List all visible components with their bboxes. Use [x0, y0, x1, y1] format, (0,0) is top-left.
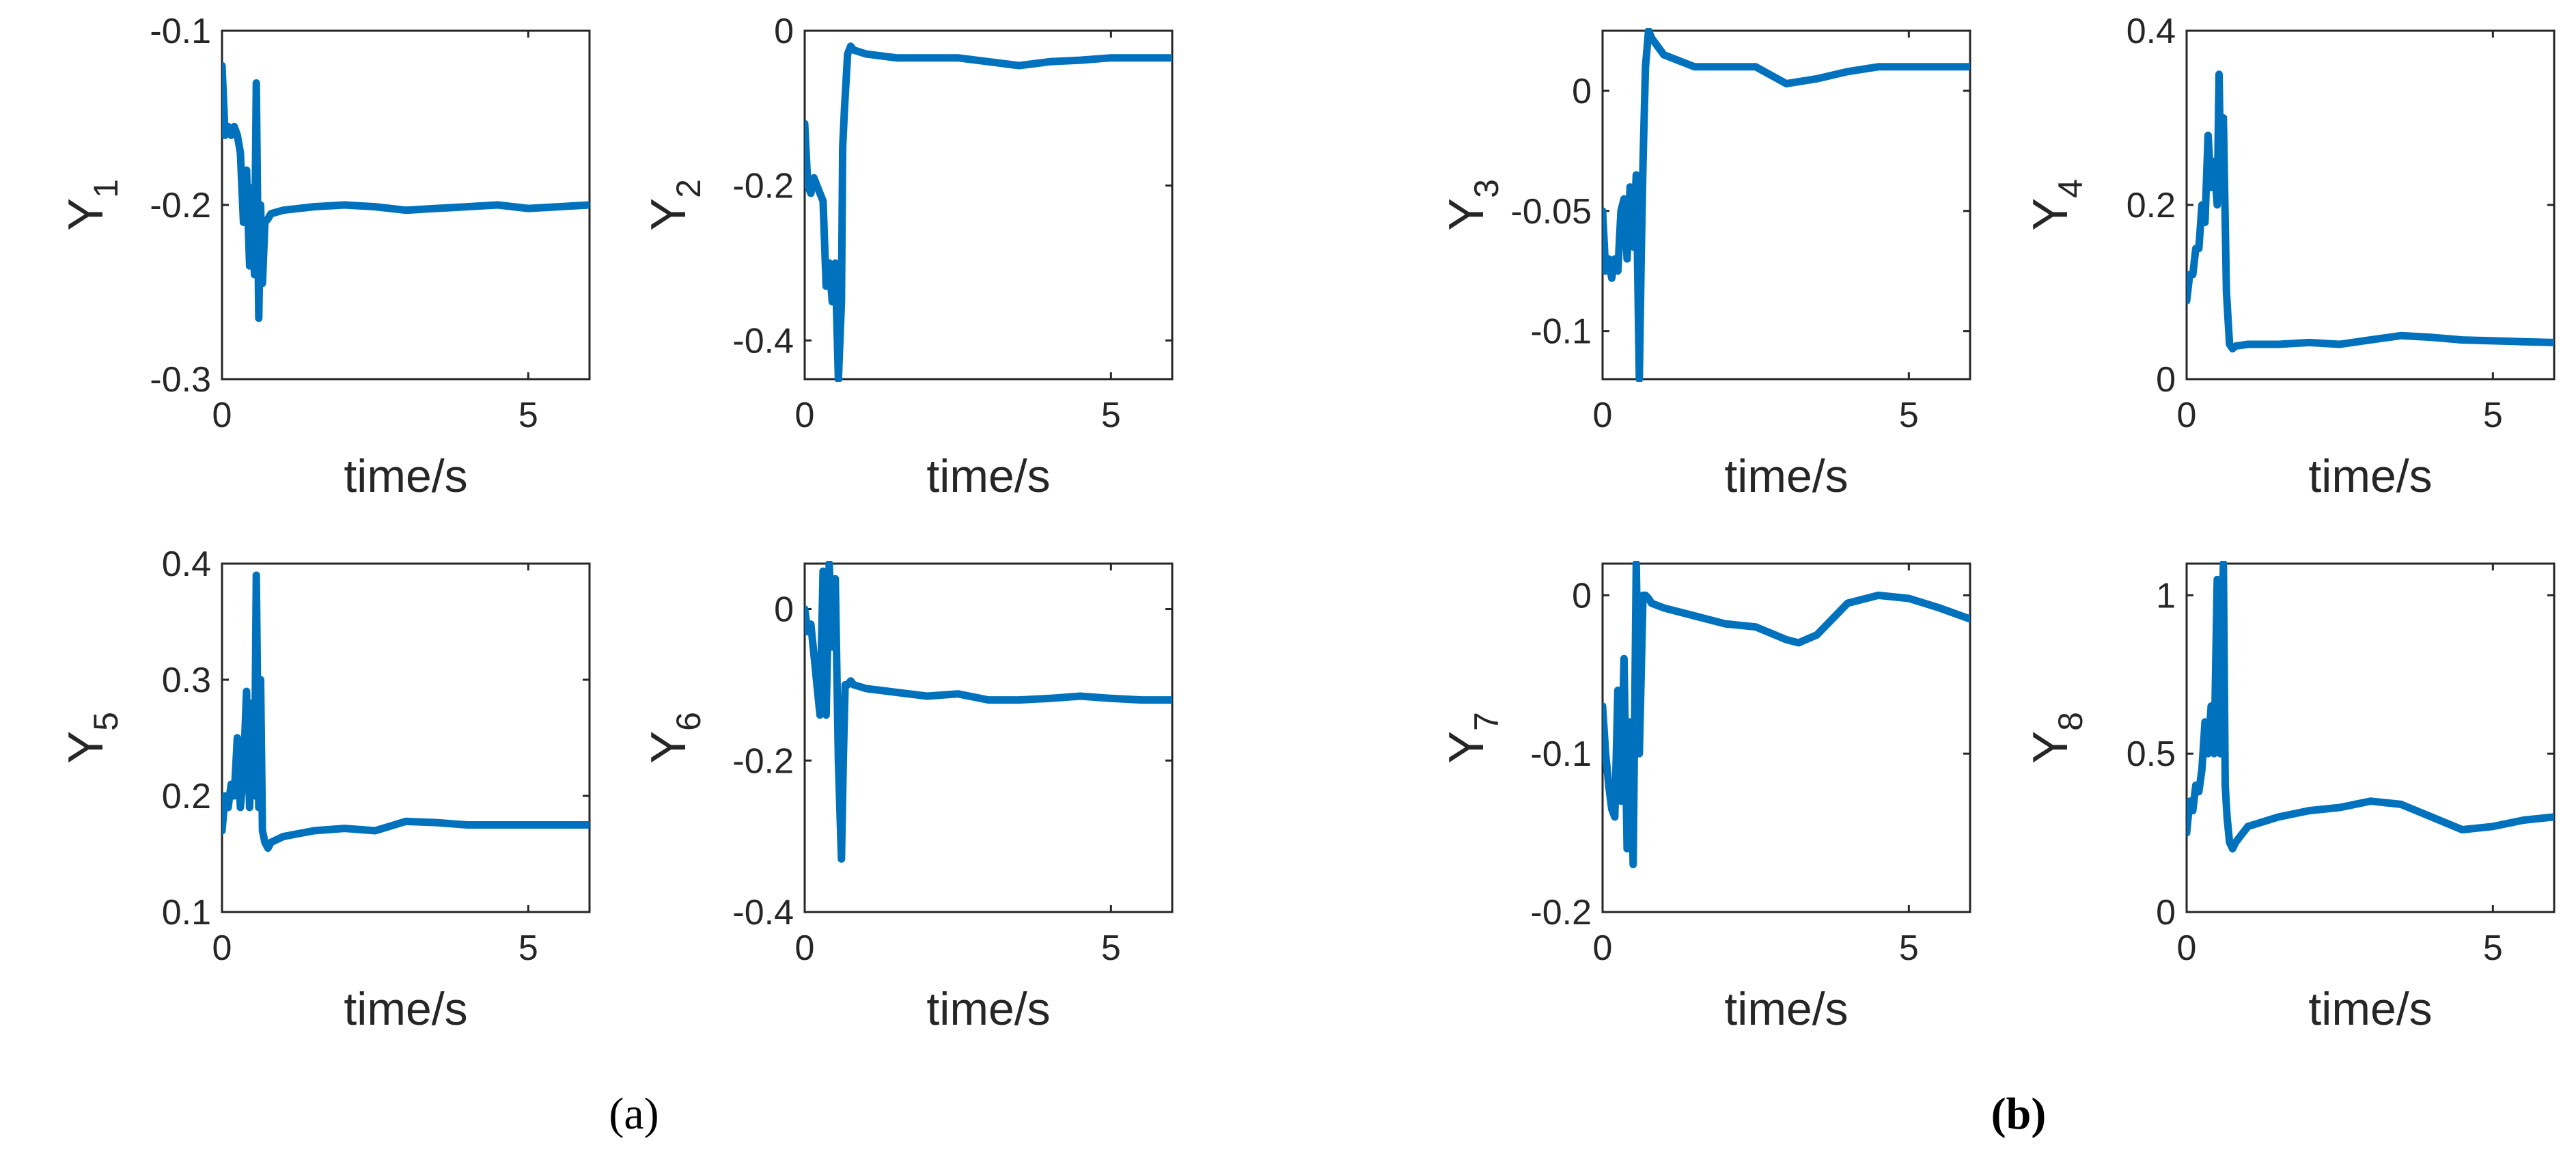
- subplot-y4: 0 0.2 0.4 0 5 time/s Y4: [2023, 12, 2556, 502]
- subplot-y2: -0.4 -0.2 0 0 5 time/s Y2: [641, 12, 1174, 502]
- series-line-y7: [1603, 561, 1970, 868]
- axes-frame: [803, 29, 1174, 381]
- y-axis-label: Y6: [641, 712, 708, 764]
- series-line-y3: [1603, 28, 1970, 382]
- x-axis-label: time/s: [1724, 450, 1848, 502]
- x-tick-label: 0: [1593, 396, 1613, 435]
- series-line-y6: [805, 561, 1172, 863]
- x-tick-label: 0: [212, 928, 232, 968]
- x-tick-label: 0: [795, 396, 815, 435]
- axes-frame: [2185, 562, 2556, 913]
- y-tick-label: 0: [774, 590, 794, 630]
- x-tick-label: 0: [795, 928, 815, 968]
- y-tick-label: 0.4: [2127, 12, 2176, 51]
- subplot-y5: 0.1 0.2 0.3 0.4 0 5 time/s Y5: [59, 544, 591, 1035]
- series-line-y2: [805, 42, 1172, 382]
- axes-frame: [221, 562, 591, 913]
- axes-frame: [803, 562, 1174, 913]
- y-tick-label: -0.3: [150, 360, 211, 400]
- x-tick-label: 5: [1899, 928, 1919, 968]
- y-tick-label: -0.05: [1510, 192, 1592, 232]
- y-tick-label: 0: [774, 12, 794, 51]
- x-tick-label: 5: [518, 396, 538, 435]
- x-tick-label: 5: [2483, 396, 2503, 435]
- series-line-y4: [2187, 70, 2554, 353]
- y-axis-label: Y1: [59, 179, 125, 231]
- y-tick-label: 0.1: [162, 893, 211, 933]
- y-tick-label: 0: [2156, 893, 2176, 933]
- x-axis-label: time/s: [2308, 450, 2432, 502]
- x-tick-label: 5: [1899, 396, 1919, 435]
- x-tick-label: 5: [1101, 928, 1121, 968]
- y-axis-label: Y7: [1439, 712, 1506, 764]
- y-tick-label: -0.2: [732, 167, 794, 206]
- y-tick-label: 1: [2156, 576, 2176, 616]
- x-tick-label: 0: [1593, 928, 1613, 968]
- series-line-y8: [2187, 561, 2554, 853]
- x-axis-label: time/s: [926, 983, 1050, 1035]
- axes-frame: [1601, 29, 1971, 381]
- x-tick-label: 0: [2177, 928, 2197, 968]
- subplot-y6: -0.4 -0.2 0 0 5 time/s Y6: [641, 561, 1174, 1035]
- x-axis-label: time/s: [926, 450, 1050, 502]
- x-tick-label: 5: [2483, 928, 2503, 968]
- y-tick-label: -0.1: [1530, 312, 1592, 352]
- subplot-y3: -0.1 -0.05 0 0 5 time/s Y3: [1439, 28, 1971, 502]
- axes-frame: [2185, 29, 2556, 381]
- y-tick-label: -0.2: [732, 741, 794, 781]
- x-tick-label: 0: [2177, 396, 2197, 435]
- y-axis-label: Y3: [1439, 179, 1506, 231]
- y-tick-label: 0: [1572, 576, 1592, 616]
- y-tick-label: 0.3: [162, 661, 211, 700]
- y-tick-label: 0.2: [2127, 186, 2176, 225]
- y-tick-label: -0.4: [732, 893, 794, 933]
- y-tick-label: -0.1: [150, 12, 211, 51]
- y-tick-label: 0: [1572, 72, 1592, 111]
- series-line-y1: [222, 61, 590, 322]
- x-axis-label: time/s: [344, 450, 467, 502]
- y-axis-label: Y5: [59, 712, 125, 764]
- y-tick-label: 0.2: [162, 777, 211, 816]
- y-tick-label: -0.1: [1530, 734, 1592, 774]
- axes-frame: [1601, 562, 1971, 913]
- y-tick-label: 0: [2156, 360, 2176, 400]
- subplot-y1: -0.3 -0.2 -0.1 0 5 time/s Y1: [59, 12, 591, 502]
- x-axis-label: time/s: [2308, 983, 2432, 1035]
- y-axis-label: Y2: [641, 179, 708, 231]
- x-axis-label: time/s: [344, 983, 467, 1035]
- y-tick-label: 0.5: [2127, 734, 2176, 774]
- x-tick-label: 5: [518, 928, 538, 968]
- y-axis-label: Y4: [2023, 179, 2090, 231]
- subplot-y8: 0 0.5 1 0 5 time/s Y8: [2023, 561, 2556, 1035]
- panel-label-b: (b): [1991, 1089, 2047, 1139]
- panel-label-a: (a): [609, 1089, 659, 1139]
- y-tick-label: -0.2: [150, 186, 211, 225]
- y-axis-label: Y8: [2023, 712, 2090, 764]
- x-tick-label: 0: [212, 396, 232, 435]
- subplot-y7: -0.2 -0.1 0 0 5 time/s Y7: [1439, 561, 1971, 1035]
- y-tick-label: -0.4: [732, 321, 794, 361]
- x-axis-label: time/s: [1724, 983, 1848, 1035]
- y-tick-label: 0.4: [162, 544, 211, 584]
- series-line-y5: [222, 571, 590, 852]
- y-tick-label: -0.2: [1530, 893, 1592, 933]
- x-tick-label: 5: [1101, 396, 1121, 435]
